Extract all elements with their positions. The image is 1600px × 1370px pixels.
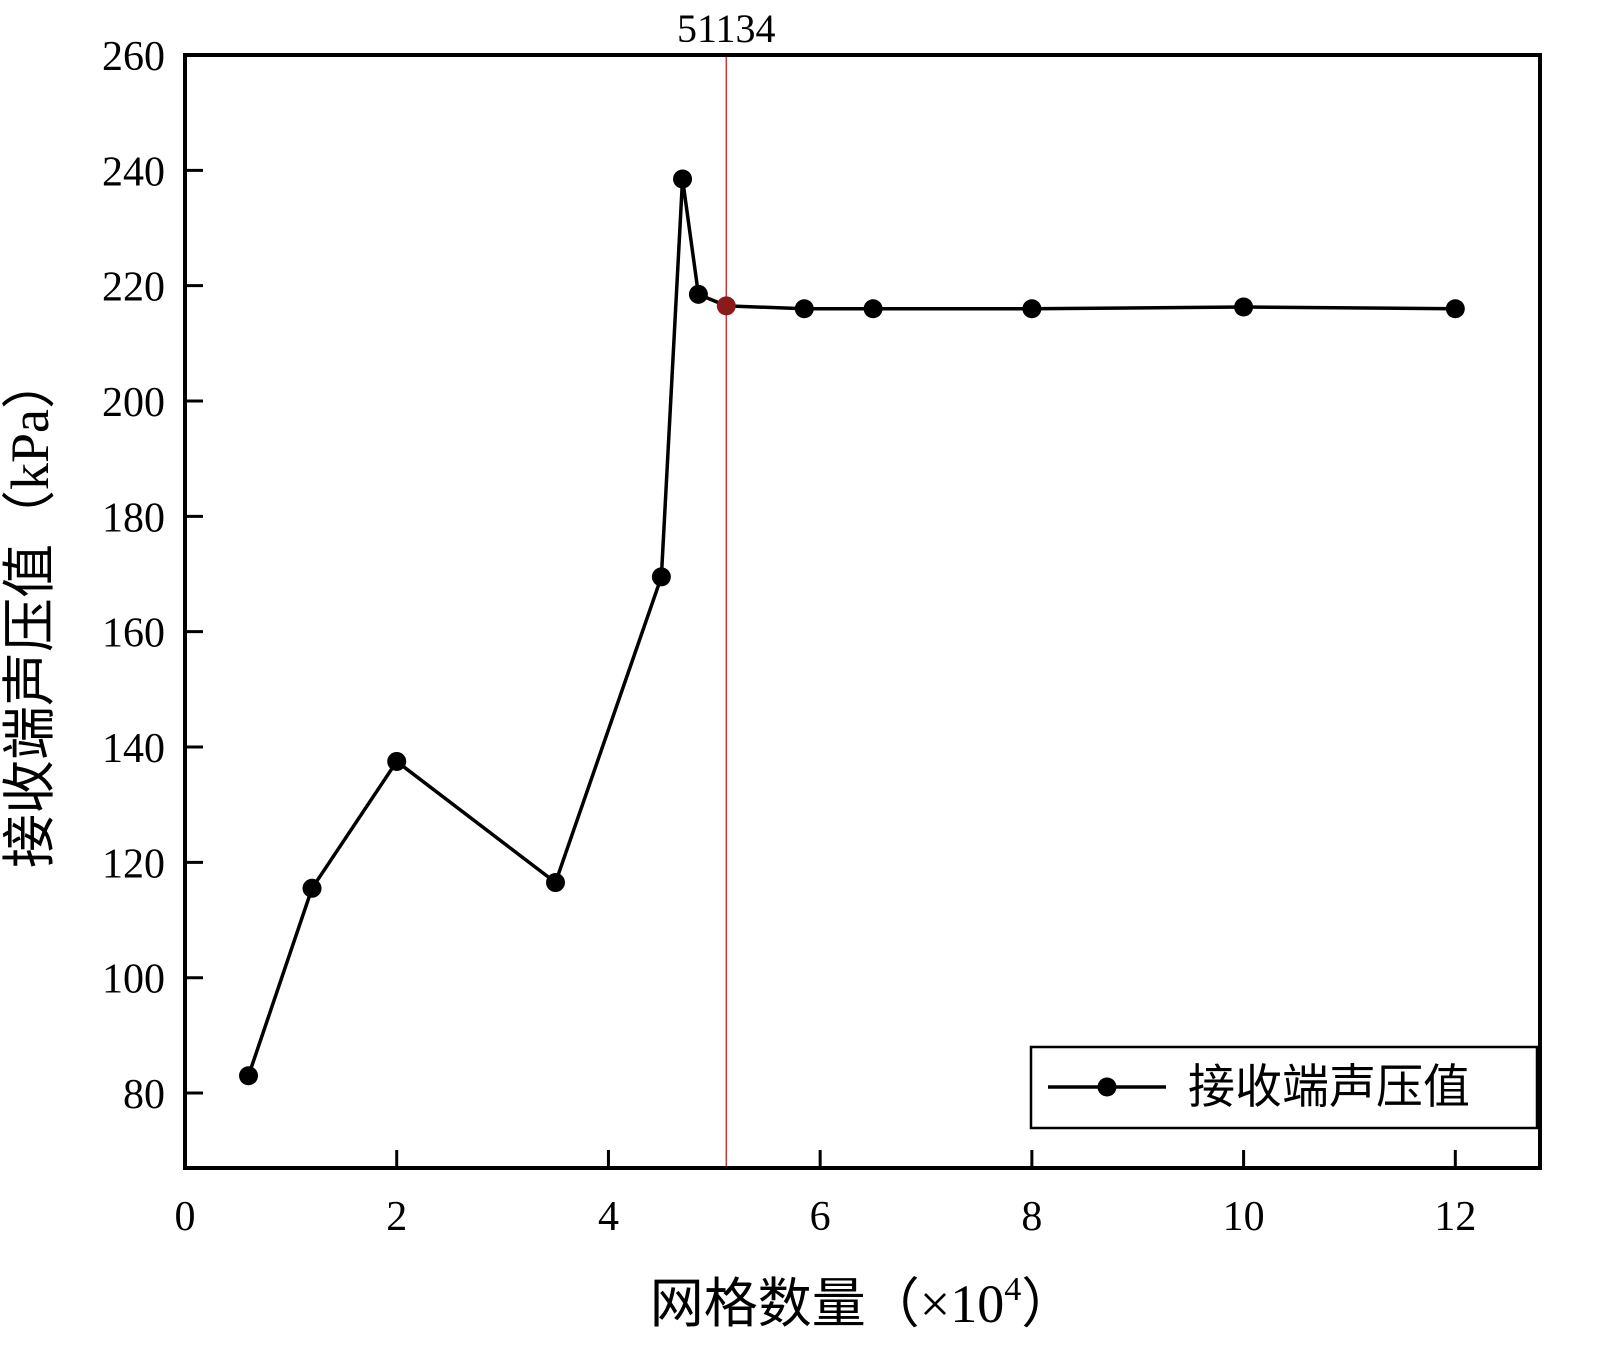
data-point (546, 873, 566, 893)
data-point (863, 299, 883, 319)
x-tick-label: 4 (598, 1194, 619, 1240)
data-point (1445, 299, 1465, 319)
legend-box (1029, 1045, 1539, 1130)
legend: 接收端声压值 (1029, 1045, 1539, 1130)
x-axis-label: 网格数量（×104） (650, 1271, 1075, 1334)
x-tick-label: 6 (810, 1194, 831, 1240)
data-point (688, 284, 708, 304)
x-tick-label: 8 (1021, 1194, 1042, 1240)
data-point (302, 878, 322, 898)
y-tick-label: 80 (123, 1072, 165, 1118)
data-point (651, 567, 671, 587)
data-series-line (246, 177, 1456, 1077)
annotation-label: 51134 (677, 6, 776, 51)
data-point (387, 751, 407, 771)
data-point (239, 1066, 259, 1086)
y-tick-label: 220 (102, 265, 165, 311)
x-tick-label: 12 (1434, 1194, 1476, 1240)
y-tick-label: 260 (102, 34, 165, 80)
highlight-data-point (716, 296, 736, 316)
data-point (1234, 297, 1254, 317)
plot-border (183, 53, 1542, 1170)
legend-entry-label: 接收端声压值 (1188, 1062, 1470, 1114)
data-point (673, 169, 693, 189)
x-tick-label: 10 (1223, 1194, 1265, 1240)
y-tick-label: 240 (102, 149, 165, 195)
y-tick-label: 160 (102, 611, 165, 657)
data-point (1022, 299, 1042, 319)
y-tick-label: 140 (102, 726, 165, 772)
x-tick-label: 0 (175, 1194, 196, 1240)
y-tick-label: 180 (102, 495, 165, 541)
y-tick-label: 120 (102, 841, 165, 887)
data-point (794, 299, 814, 319)
y-axis-label: 接收端声压值（kPa） (0, 355, 60, 868)
legend-marker (1097, 1077, 1117, 1097)
y-tick-label: 200 (102, 380, 165, 426)
x-tick-label: 2 (386, 1194, 407, 1240)
y-tick-label: 100 (102, 957, 165, 1003)
